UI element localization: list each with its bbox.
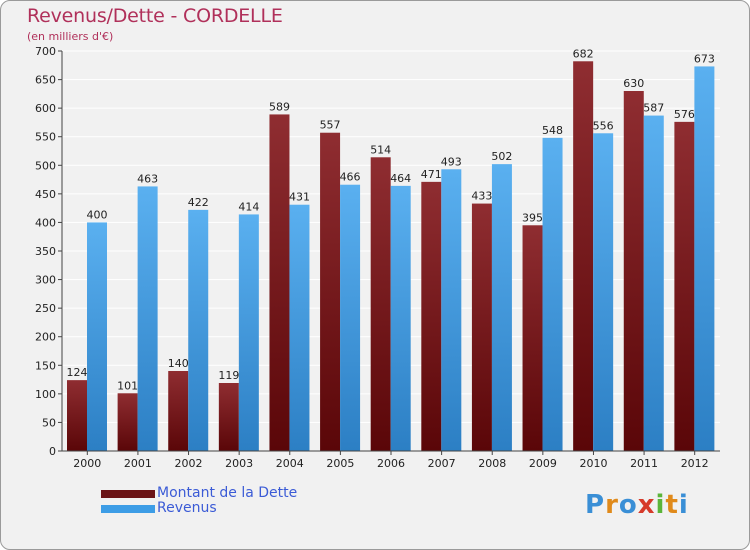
bar-dette [573, 61, 594, 452]
bar-revenus [694, 66, 715, 451]
bar-dette [168, 371, 189, 451]
bar-revenus [491, 164, 512, 451]
value-label-dette: 101 [117, 379, 138, 392]
value-label-revenus: 502 [491, 150, 512, 163]
value-label-revenus: 466 [340, 171, 361, 184]
bar-revenus [340, 184, 361, 451]
x-tick-label: 2005 [326, 457, 354, 470]
value-label-revenus: 464 [390, 172, 411, 185]
value-label-dette: 557 [320, 119, 341, 132]
logo-letter: t [665, 490, 679, 520]
value-label-revenus: 422 [188, 196, 209, 209]
x-tick-label: 2006 [377, 457, 405, 470]
bar-dette [269, 114, 290, 451]
logo-letter: r [605, 490, 619, 520]
bar-dette [218, 383, 239, 451]
value-label-dette: 630 [623, 77, 644, 90]
x-tick-label: 2012 [681, 457, 709, 470]
chart-title: Revenus/Dette - CORDELLE [27, 5, 283, 27]
x-tick-label: 2001 [124, 457, 152, 470]
y-tick-label: 650 [35, 74, 56, 87]
y-tick-label: 250 [35, 302, 56, 315]
bar-revenus [390, 185, 411, 451]
y-tick-label: 0 [49, 445, 56, 458]
bar-revenus [87, 222, 107, 451]
value-labels: 124 400 101 463 140 422 119 414 589 431 557 466 514 4… [67, 47, 715, 392]
bar-revenus [289, 204, 310, 451]
legend-label-dette: Montant de la Dette [157, 485, 298, 501]
value-label-dette: 395 [522, 211, 543, 224]
y-tick-label: 550 [35, 131, 56, 144]
x-tick-label: 2010 [579, 457, 607, 470]
bar-dette [117, 393, 138, 451]
bar-revenus [238, 214, 259, 451]
bars [67, 61, 715, 452]
value-label-revenus: 587 [643, 102, 664, 115]
value-label-revenus: 548 [542, 124, 563, 137]
value-label-dette: 589 [269, 100, 290, 113]
value-label-revenus: 400 [87, 208, 108, 221]
x-tick-label: 2002 [175, 457, 203, 470]
x-tick-label: 2000 [73, 457, 101, 470]
value-label-revenus: 493 [441, 155, 462, 168]
y-tick-label: 600 [35, 102, 56, 115]
proxiti-logo: Proxiti [585, 490, 689, 520]
bar-revenus [188, 209, 209, 451]
legend-swatch-revenus [101, 505, 155, 513]
logo-letter: x [637, 490, 656, 520]
y-tick-label: 700 [35, 45, 56, 58]
bar-dette [623, 91, 644, 451]
value-label-revenus: 463 [137, 172, 158, 185]
x-tick-label: 2008 [478, 457, 506, 470]
value-label-dette: 576 [674, 108, 695, 121]
x-tick-label: 2003 [225, 457, 253, 470]
value-label-dette: 514 [370, 143, 391, 156]
x-tick-label: 2004 [276, 457, 304, 470]
legend-label-revenus: Revenus [157, 500, 217, 516]
bar-revenus [441, 169, 462, 452]
axes: 0 50 100 150 200 250 300 350 400 450 500 550 600 650 7… [35, 45, 720, 470]
y-tick-label: 300 [35, 274, 56, 287]
bar-revenus [137, 186, 158, 451]
y-tick-label: 100 [35, 388, 56, 401]
x-tick-label: 2007 [428, 457, 456, 470]
y-tick-label: 200 [35, 331, 56, 344]
bar-dette [370, 157, 391, 452]
value-label-dette: 433 [471, 190, 492, 203]
x-tick-label: 2009 [529, 457, 557, 470]
logo-letter: P [585, 490, 606, 520]
bar-dette [67, 380, 87, 451]
y-tick-label: 400 [35, 216, 56, 229]
value-label-revenus: 556 [593, 119, 614, 132]
x-tick-label: 2011 [630, 457, 658, 470]
value-label-dette: 471 [421, 168, 442, 181]
bar-dette [522, 225, 543, 451]
logo-letter: i [678, 490, 689, 520]
bar-revenus [593, 133, 614, 452]
value-label-revenus: 431 [289, 191, 310, 204]
bar-dette [674, 121, 695, 451]
value-label-revenus: 673 [694, 52, 715, 65]
value-label-dette: 140 [168, 357, 189, 370]
bar-dette [320, 132, 341, 451]
y-tick-label: 450 [35, 188, 56, 201]
value-label-dette: 124 [67, 366, 88, 379]
value-label-revenus: 414 [238, 200, 259, 213]
y-tick-label: 350 [35, 245, 56, 258]
y-tick-label: 500 [35, 159, 56, 172]
bar-revenus [542, 137, 563, 451]
bar-revenus [643, 115, 664, 452]
y-tick-label: 150 [35, 359, 56, 372]
value-label-dette: 119 [218, 369, 239, 382]
chart-subtitle: (en milliers d'€) [27, 30, 114, 43]
bar-dette [471, 203, 492, 451]
logo-letter: o [618, 490, 638, 520]
y-tick-label: 50 [42, 416, 56, 429]
legend-swatch-dette [101, 490, 155, 498]
bar-dette [421, 181, 442, 451]
logo-letter: i [655, 490, 666, 520]
value-label-dette: 682 [573, 47, 594, 60]
